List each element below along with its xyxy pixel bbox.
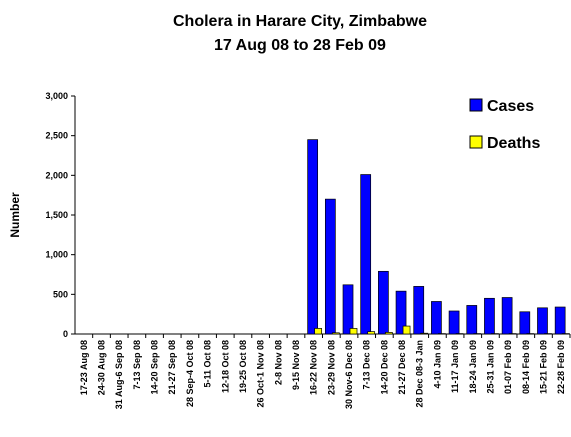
x-tick-label: 22-28 Feb 09: [556, 340, 566, 394]
bar: [324, 198, 336, 335]
x-tick-label: 08-14 Feb 09: [521, 340, 531, 394]
bar: [413, 286, 425, 335]
x-tick-label: 2-8 Nov 08: [273, 340, 283, 385]
y-tick-label: 1,500: [45, 210, 68, 220]
x-tick-label: 31 Aug-6 Sep 08: [114, 340, 124, 409]
x-tick-label: 14-20 Dec 08: [379, 340, 389, 395]
x-tick-label: 26 Oct-1 Nov 08: [256, 340, 266, 408]
x-tick-label: 11-17 Jan 09: [450, 340, 460, 393]
y-tick-label: 3,000: [45, 91, 68, 101]
x-tick-label: 14-20 Sep 08: [150, 340, 160, 395]
y-tick-label: 2,500: [45, 131, 68, 141]
x-tick-label: 23-29 Nov 08: [326, 340, 336, 395]
x-tick-label: 7-13 Dec 08: [362, 340, 372, 390]
bar: [367, 331, 376, 335]
x-tick-label: 24-30 Aug 08: [97, 340, 107, 395]
x-tick-label: 12-18 Oct 08: [220, 340, 230, 393]
x-tick-label: 4-10 Jan 09: [432, 340, 442, 389]
y-axis-label: Number: [8, 192, 22, 238]
y-tick-label: 1,000: [45, 250, 68, 260]
x-tick-label: 5-11 Oct 08: [203, 340, 213, 388]
x-tick-label: 15-21 Feb 09: [538, 340, 548, 394]
bar: [537, 307, 548, 335]
x-tick-label: 30 Nov-6 Dec 08: [344, 340, 354, 409]
legend-swatch: [469, 98, 483, 112]
x-tick-label: 01-07 Feb 09: [503, 340, 513, 394]
bar: [484, 297, 495, 335]
x-tick-label: 21-27 Dec 08: [397, 340, 407, 395]
bar: [342, 284, 354, 335]
y-tick-label: 0: [63, 329, 68, 339]
bar: [501, 297, 513, 335]
x-tick-label: 28 Dec 08-3 Jan: [415, 340, 425, 408]
x-tick-label: 9-15 Nov 08: [291, 340, 301, 390]
bar: [331, 332, 340, 335]
bar: [448, 310, 460, 335]
x-tick-label: 16-22 Nov 08: [309, 340, 319, 395]
bar: [431, 301, 442, 335]
bar: [378, 270, 389, 335]
y-tick-label: 500: [53, 289, 68, 299]
legend-label: Cases: [487, 98, 534, 115]
legend-swatch: [469, 135, 483, 149]
chart-subtitle: 17 Aug 08 to 28 Feb 09: [214, 37, 386, 54]
legend-label: Deaths: [487, 135, 540, 152]
x-tick-label: 7-13 Sep 08: [132, 340, 142, 390]
y-tick-label: 2,000: [45, 170, 68, 180]
x-tick-label: 28 Sep-4 Oct 08: [185, 340, 195, 407]
bar: [554, 306, 566, 335]
bar: [519, 311, 531, 335]
x-tick-label: 25-31 Jan 09: [485, 340, 495, 394]
x-tick-label: 21-27 Sep 08: [167, 340, 177, 395]
bar: [307, 139, 319, 335]
chart-title: Cholera in Harare City, Zimbabwe: [173, 13, 427, 30]
bar: [360, 174, 372, 335]
bar: [385, 332, 393, 335]
bar: [395, 290, 407, 335]
bar: [466, 305, 478, 335]
x-tick-label: 19-25 Oct 08: [238, 340, 248, 393]
x-tick-label: 18-24 Jan 09: [468, 340, 478, 394]
bar: [349, 328, 358, 335]
bar: [402, 325, 411, 335]
bar: [420, 332, 429, 335]
bar: [314, 328, 323, 335]
x-tick-label: 17-23 Aug 08: [79, 340, 89, 395]
